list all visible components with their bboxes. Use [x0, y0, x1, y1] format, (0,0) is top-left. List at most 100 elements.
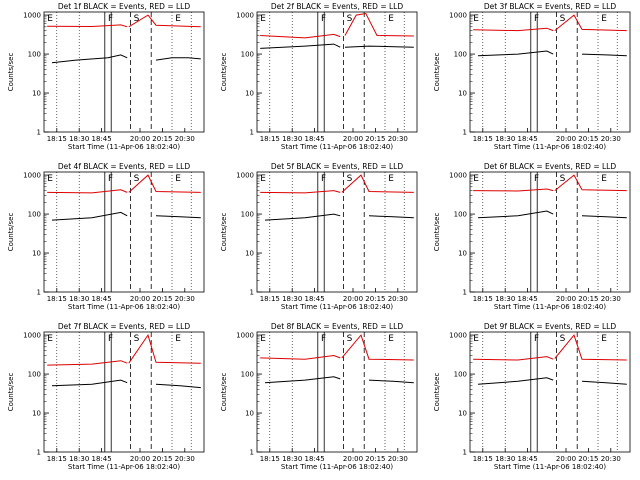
- x-tick-label: 20:15: [365, 455, 385, 463]
- x-tick-label: 20:00: [130, 135, 150, 143]
- x-tick-label: 20:00: [343, 135, 363, 143]
- x-tick-label: 20:15: [365, 135, 385, 143]
- events-series-line: [155, 215, 201, 219]
- interval-marker-label: E: [47, 334, 53, 344]
- panel-det-8: Det 8f BLACK = Events, RED = LLD 1 10 100 10…: [220, 322, 418, 471]
- x-tick-label: 18:15: [47, 295, 67, 303]
- interval-marker-label: S: [134, 334, 140, 344]
- lld-series-line: [47, 24, 128, 28]
- y-tick-label: 1000: [236, 332, 254, 340]
- interval-marker-label: E: [473, 174, 479, 184]
- x-tick-label: 18:30: [495, 135, 515, 143]
- lld-series-line: [47, 189, 128, 194]
- lld-series-line: [128, 174, 201, 193]
- interval-marker-label: F: [321, 334, 326, 344]
- x-tick-label: 20:15: [578, 455, 598, 463]
- events-series-line: [581, 215, 627, 219]
- x-axis-label: Start Time (11-Apr-06 18:02:40): [494, 463, 606, 471]
- panel-det-9: Det 9f BLACK = Events, RED = LLD 1 10 100 10…: [433, 322, 631, 471]
- x-tick-label: 20:30: [388, 135, 408, 143]
- x-tick-label: 20:15: [152, 135, 172, 143]
- y-axis-label: Counts/sec: [7, 213, 15, 252]
- interval-marker-label: S: [134, 174, 140, 184]
- lld-series-line: [554, 334, 627, 361]
- plot-frame: [43, 171, 205, 293]
- y-axis-label: Counts/sec: [7, 53, 15, 92]
- x-tick-label: 18:45: [518, 295, 538, 303]
- panel-det-3: Det 3f BLACK = Events, RED = LLD 1 10 100 10…: [433, 2, 631, 151]
- interval-marker-label: E: [260, 14, 266, 24]
- interval-marker-label: S: [134, 14, 140, 24]
- interval-marker-label: E: [47, 174, 53, 184]
- panel-det-6: Det 6f BLACK = Events, RED = LLD 1 10 100 10…: [433, 162, 631, 311]
- y-axis-label: Counts/sec: [433, 53, 441, 92]
- x-tick-label: 20:30: [388, 295, 408, 303]
- interval-marker-label: E: [175, 14, 181, 24]
- y-tick-label: 100: [241, 371, 254, 379]
- events-series-line: [344, 45, 414, 48]
- x-tick-label: 18:30: [495, 295, 515, 303]
- events-series-line: [260, 43, 341, 49]
- panel-title: Det 5f BLACK = Events, RED = LLD: [271, 162, 404, 171]
- plot-frame: [256, 11, 418, 133]
- events-series-line: [51, 379, 128, 387]
- panel-title: Det 8f BLACK = Events, RED = LLD: [271, 322, 404, 331]
- interval-marker-label: E: [473, 14, 479, 24]
- x-tick-label: 18:15: [473, 135, 493, 143]
- y-axis-label: Counts/sec: [433, 373, 441, 412]
- y-tick-label: 1000: [236, 172, 254, 180]
- lld-series-line: [554, 14, 627, 32]
- x-axis-label: Start Time (11-Apr-06 18:02:40): [68, 143, 180, 151]
- y-tick-label: 100: [454, 211, 467, 219]
- lld-series-line: [473, 356, 554, 361]
- lld-series-line: [47, 360, 128, 366]
- y-tick-label: 10: [245, 410, 254, 418]
- lld-series-line: [341, 334, 414, 361]
- x-tick-label: 20:15: [152, 295, 172, 303]
- y-tick-label: 1: [250, 449, 254, 457]
- interval-marker-label: E: [601, 14, 607, 24]
- x-tick-label: 18:15: [260, 455, 280, 463]
- y-tick-label: 1: [37, 129, 41, 137]
- y-tick-label: 1000: [236, 12, 254, 20]
- interval-marker-label: S: [347, 14, 353, 24]
- x-axis-label: Start Time (11-Apr-06 18:02:40): [68, 303, 180, 311]
- panel-title: Det 1f BLACK = Events, RED = LLD: [58, 2, 191, 11]
- panel-det-4: Det 4f BLACK = Events, RED = LLD 1 10 100 10…: [7, 162, 205, 311]
- x-tick-label: 20:30: [601, 455, 621, 463]
- y-tick-label: 1: [250, 129, 254, 137]
- interval-marker-label: S: [347, 174, 353, 184]
- interval-marker-label: E: [388, 334, 394, 344]
- y-tick-label: 1000: [449, 332, 467, 340]
- y-axis-label: Counts/sec: [433, 213, 441, 252]
- panel-title: Det 6f BLACK = Events, RED = LLD: [484, 162, 617, 171]
- lld-series-line: [260, 33, 341, 39]
- events-series-line: [155, 57, 201, 61]
- plot-frame: [43, 331, 205, 453]
- plot-frame: [43, 11, 205, 133]
- x-tick-label: 18:45: [92, 135, 112, 143]
- lld-series-line: [344, 12, 414, 37]
- interval-marker-label: E: [601, 334, 607, 344]
- x-tick-label: 18:30: [282, 455, 302, 463]
- events-series-line: [264, 213, 341, 221]
- interval-marker-label: E: [260, 174, 266, 184]
- y-tick-label: 1000: [23, 172, 41, 180]
- panel-title: Det 4f BLACK = Events, RED = LLD: [58, 162, 191, 171]
- interval-marker-label: S: [560, 334, 566, 344]
- y-tick-label: 1: [463, 129, 467, 137]
- events-series-line: [477, 210, 554, 219]
- x-tick-label: 18:15: [260, 135, 280, 143]
- interval-marker-label: E: [388, 174, 394, 184]
- x-tick-label: 18:45: [305, 135, 325, 143]
- x-tick-label: 20:15: [578, 295, 598, 303]
- y-tick-label: 1: [37, 449, 41, 457]
- x-tick-label: 20:00: [556, 135, 576, 143]
- y-tick-label: 100: [28, 371, 41, 379]
- y-tick-label: 10: [245, 250, 254, 258]
- y-tick-label: 100: [241, 51, 254, 59]
- lld-series-line: [341, 174, 414, 193]
- panel-det-5: Det 5f BLACK = Events, RED = LLD 1 10 100 10…: [220, 162, 418, 311]
- panel-det-7: Det 7f BLACK = Events, RED = LLD 1 10 100 10…: [7, 322, 205, 471]
- y-axis-label: Counts/sec: [220, 373, 228, 412]
